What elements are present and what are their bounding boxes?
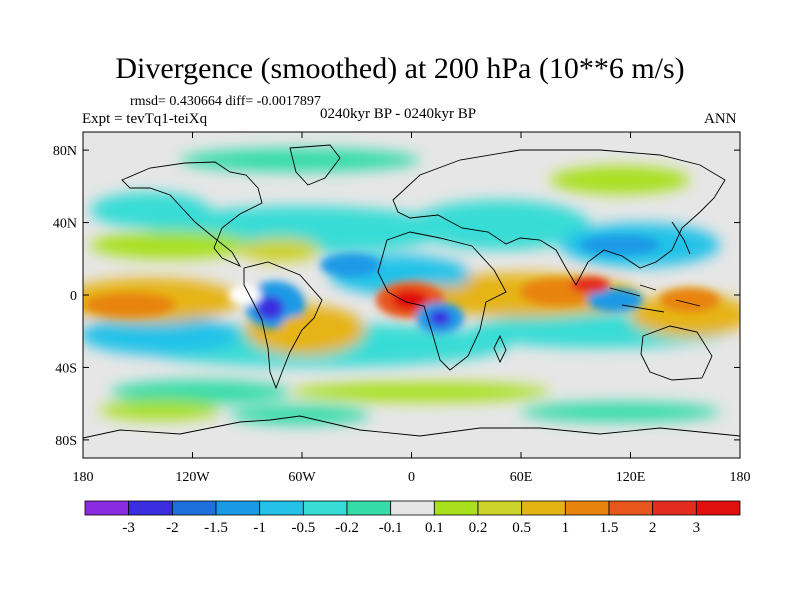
axis-ticks: 80N 40N 0 40S 80S 180 120W 60W 0 60E 120E 180 (53, 132, 751, 485)
lat-tick-label: 40S (55, 361, 77, 376)
colorbar-label: -3 (122, 520, 135, 536)
colorbar-swatch (608, 500, 654, 516)
colorbar-label: 3 (693, 520, 701, 536)
lon-tick-label: 180 (73, 470, 94, 485)
colorbar-label: 2 (649, 520, 657, 536)
colorbar-label: -0.2 (335, 520, 359, 536)
lon-tick-label: 180 (730, 470, 751, 485)
colorbar-label: -1.5 (204, 520, 228, 536)
colorbar-swatch (215, 500, 261, 516)
coastline-indonesia (609, 284, 701, 313)
colorbar-swatch (171, 500, 217, 516)
coastline-south-america (243, 261, 323, 390)
colorbar-label: -0.1 (379, 520, 403, 536)
colorbar-swatch (433, 500, 479, 516)
colorbar-swatch (346, 500, 392, 516)
coastline-north-america (121, 161, 263, 267)
colorbar-swatch (477, 500, 523, 516)
colorbar: -3 -2 -1.5 -1 -0.5 -0.2 -0.1 0.1 0.2 0.5 1 1.5 2 3 (84, 500, 741, 536)
colorbar-swatch (521, 500, 566, 516)
lat-tick-label: 80N (53, 144, 77, 159)
lon-tick-label: 60W (288, 470, 316, 485)
coastlines (83, 144, 740, 439)
lat-tick-label: 80S (55, 434, 77, 449)
coastline-japan (671, 221, 691, 255)
colorbar-swatch (84, 500, 130, 516)
season-label: ANN (704, 111, 737, 127)
experiment-label: Expt = tevTq1-teiXq (82, 111, 208, 127)
colorbar-swatch (128, 500, 173, 516)
period-label: 0240kyr BP - 0240kyr BP (320, 106, 477, 122)
colorbar-label: 0.5 (512, 520, 531, 536)
coastline-eurasia (392, 149, 726, 286)
coastline-greenland (289, 144, 341, 186)
coastline-australia (640, 325, 713, 381)
colorbar-swatch (390, 500, 435, 516)
colorbar-swatch (302, 500, 348, 516)
colorbar-swatch (259, 500, 304, 516)
colorbar-swatch (652, 500, 697, 516)
colorbar-label: -2 (166, 520, 179, 536)
stats-label: rmsd= 0.430664 diff= -0.0017897 (130, 94, 321, 109)
lon-tick-label: 60E (510, 470, 533, 485)
colorbar-label: 1.5 (600, 520, 619, 536)
map-title: Divergence (smoothed) at 200 hPa (10**6 … (115, 52, 685, 85)
lon-tick-label: 120W (175, 470, 210, 485)
colorbar-swatch (564, 500, 610, 516)
colorbar-label: -0.5 (291, 520, 315, 536)
coastline-madagascar (493, 334, 507, 364)
colorbar-label: -1 (253, 520, 266, 536)
coastline-africa (377, 231, 507, 371)
divergence-field (83, 148, 740, 425)
colorbar-label: 0.1 (425, 520, 444, 536)
colorbar-swatch (695, 500, 741, 516)
colorbar-label: 0.2 (469, 520, 488, 536)
lat-tick-label: 40N (53, 217, 77, 232)
lon-tick-label: 0 (408, 470, 415, 485)
lon-tick-label: 120E (616, 470, 646, 485)
colorbar-label: 1 (562, 520, 570, 536)
lat-tick-label: 0 (70, 289, 77, 304)
coastline-antarctica (83, 415, 740, 439)
